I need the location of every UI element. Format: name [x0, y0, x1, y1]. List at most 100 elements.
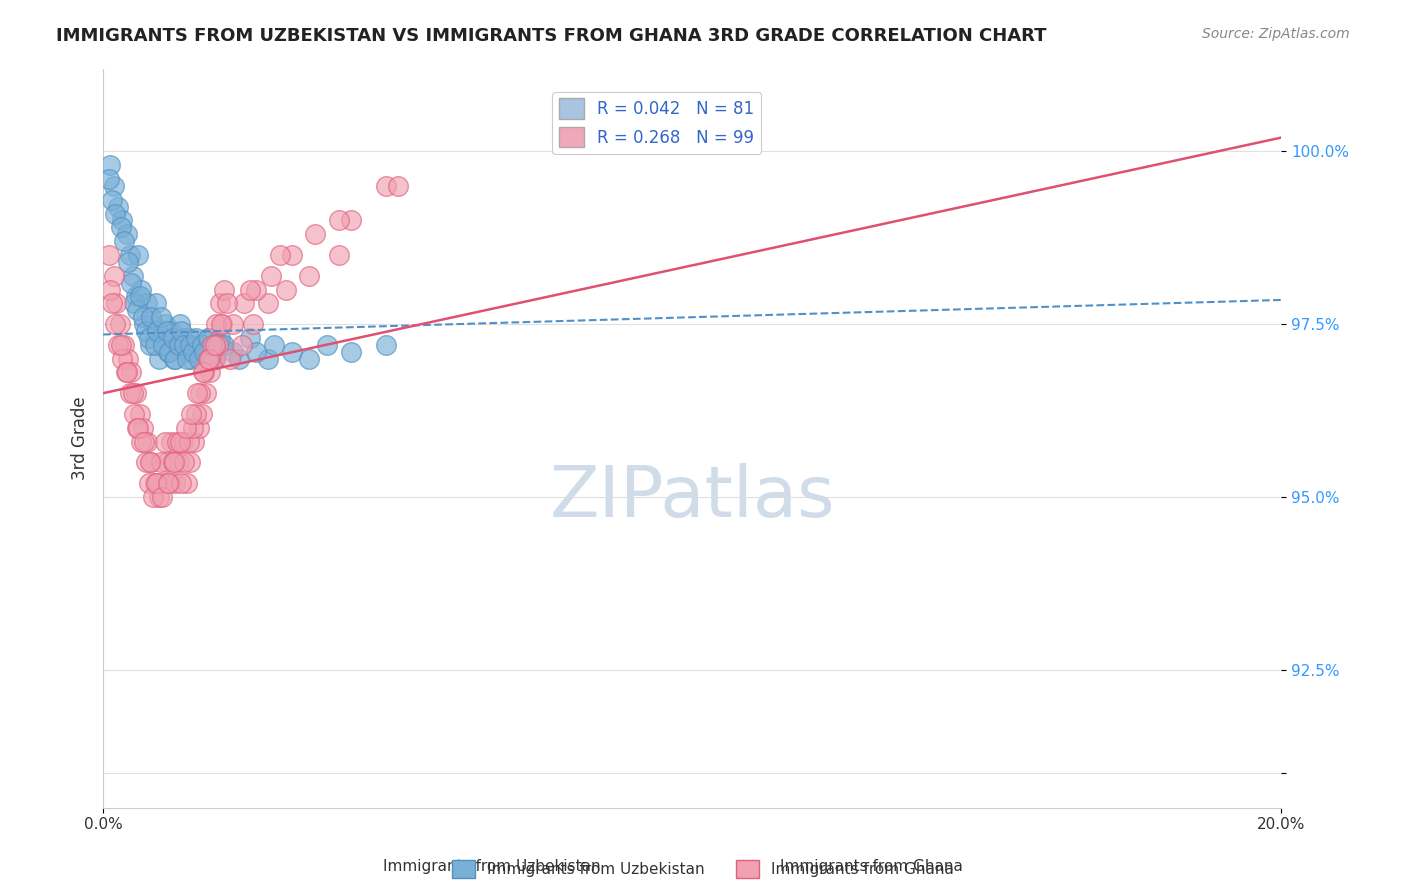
Point	[170, 475, 193, 490]
Point	[132, 421, 155, 435]
Point	[186, 338, 208, 352]
Point	[170, 324, 193, 338]
Point	[107, 200, 129, 214]
Y-axis label: 3rd Grade: 3rd Grade	[72, 396, 89, 480]
Point	[200, 351, 222, 366]
Text: IMMIGRANTS FROM UZBEKISTAN VS IMMIGRANTS FROM GHANA 3RD GRADE CORRELATION CHART: IMMIGRANTS FROM UZBEKISTAN VS IMMIGRANTS…	[56, 27, 1046, 45]
Point	[328, 248, 350, 262]
Point	[176, 351, 198, 366]
Point	[135, 324, 157, 338]
Point	[233, 296, 256, 310]
Point	[111, 351, 134, 366]
Point	[204, 338, 226, 352]
Point	[121, 386, 143, 401]
Point	[215, 296, 238, 310]
Point	[374, 178, 396, 193]
Point	[115, 227, 138, 242]
Point	[105, 296, 128, 310]
Point	[163, 351, 186, 366]
Point	[316, 338, 339, 352]
Point	[103, 268, 125, 283]
Point	[173, 338, 195, 352]
Point	[174, 421, 197, 435]
Point	[134, 317, 156, 331]
Point	[187, 421, 209, 435]
Point	[231, 338, 253, 352]
Point	[263, 338, 285, 352]
Point	[280, 344, 302, 359]
Point	[186, 331, 208, 345]
Point	[187, 351, 209, 366]
Point	[195, 386, 218, 401]
Legend: Immigrants from Uzbekistan, Immigrants from Ghana: Immigrants from Uzbekistan, Immigrants f…	[446, 854, 960, 884]
Point	[197, 351, 219, 366]
Point	[239, 331, 262, 345]
Point	[162, 455, 184, 469]
Point	[131, 283, 153, 297]
Point	[163, 455, 186, 469]
Point	[124, 289, 146, 303]
Point	[138, 475, 160, 490]
Point	[128, 407, 150, 421]
Point	[188, 386, 211, 401]
Point	[110, 220, 132, 235]
Point	[169, 434, 191, 449]
Point	[169, 317, 191, 331]
Point	[174, 344, 197, 359]
Point	[153, 317, 176, 331]
Point	[193, 344, 215, 359]
Point	[156, 324, 179, 338]
Point	[212, 283, 235, 297]
Legend: R = 0.042   N = 81, R = 0.268   N = 99: R = 0.042 N = 81, R = 0.268 N = 99	[553, 92, 761, 154]
Point	[181, 421, 204, 435]
Point	[162, 331, 184, 345]
Point	[172, 434, 194, 449]
Point	[148, 351, 170, 366]
Point	[149, 455, 172, 469]
Point	[104, 206, 127, 220]
Point	[166, 338, 188, 352]
Point	[150, 331, 173, 345]
Point	[211, 317, 233, 331]
Point	[201, 338, 224, 352]
Point	[205, 317, 228, 331]
Point	[173, 455, 195, 469]
Point	[156, 344, 179, 359]
Point	[103, 178, 125, 193]
Point	[228, 351, 250, 366]
Point	[198, 331, 221, 345]
Point	[139, 338, 162, 352]
Point	[209, 317, 232, 331]
Point	[177, 434, 200, 449]
Point	[115, 366, 138, 380]
Point	[101, 296, 124, 310]
Point	[146, 475, 169, 490]
Point	[136, 296, 159, 310]
Point	[239, 283, 262, 297]
Point	[218, 351, 240, 366]
Point	[134, 434, 156, 449]
Point	[104, 317, 127, 331]
Text: Immigrants from Ghana: Immigrants from Ghana	[780, 859, 963, 874]
Point	[152, 338, 174, 352]
Point	[198, 351, 221, 366]
Point	[260, 268, 283, 283]
Point	[166, 434, 188, 449]
Point	[167, 338, 190, 352]
Point	[127, 421, 149, 435]
Point	[127, 248, 149, 262]
Point	[186, 386, 208, 401]
Point	[207, 338, 229, 352]
Point	[112, 338, 135, 352]
Text: Source: ZipAtlas.com: Source: ZipAtlas.com	[1202, 27, 1350, 41]
Point	[242, 317, 264, 331]
Point	[98, 172, 121, 186]
Point	[222, 317, 245, 331]
Point	[193, 366, 215, 380]
Point	[200, 366, 222, 380]
Point	[145, 475, 167, 490]
Point	[145, 296, 167, 310]
Point	[141, 455, 163, 469]
Point	[156, 455, 179, 469]
Point	[167, 455, 190, 469]
